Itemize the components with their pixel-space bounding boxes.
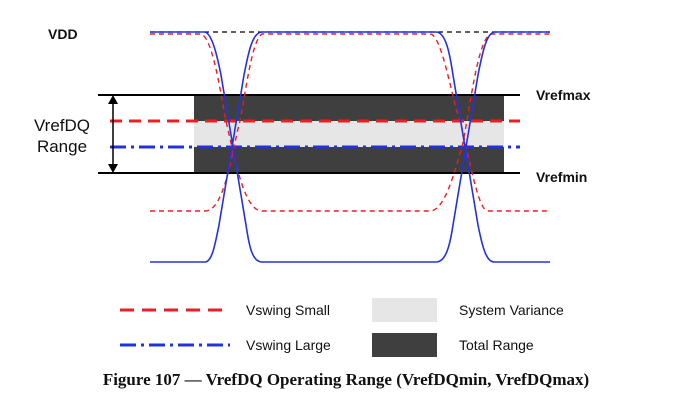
vrefmin-label: Vrefmin xyxy=(536,169,587,185)
vswing-large-waveform-b xyxy=(150,31,550,263)
legend-system-variance-swatch xyxy=(372,298,437,322)
vrefdq-range-label-line2: Range xyxy=(37,137,87,156)
vrefdq-range-label-line1: VrefDQ xyxy=(34,116,90,135)
system-variance-band xyxy=(194,121,504,147)
legend-vswing-large-label: Vswing Large xyxy=(246,337,331,353)
vrefdq-diagram: VDD VrefDQ Range Vrefmax Vrefmin Vswing … xyxy=(34,26,591,357)
vrefmax-label: Vrefmax xyxy=(536,87,591,103)
figure-caption: Figure 107 — VrefDQ Operating Range (Vre… xyxy=(102,370,590,389)
legend-vswing-small-label: Vswing Small xyxy=(246,302,330,318)
vswing-large-waveform-a xyxy=(150,31,550,263)
legend-total-range-label: Total Range xyxy=(459,337,534,353)
vrefdq-range-arrow-down xyxy=(108,164,118,173)
legend-total-range-swatch xyxy=(372,333,437,357)
vswing-small-waveform-a xyxy=(150,33,550,212)
vdd-label: VDD xyxy=(48,26,78,42)
legend-system-variance-label: System Variance xyxy=(459,302,564,318)
vswing-small-waveform-b xyxy=(150,33,550,212)
vrefdq-range-arrow-up xyxy=(108,95,118,104)
